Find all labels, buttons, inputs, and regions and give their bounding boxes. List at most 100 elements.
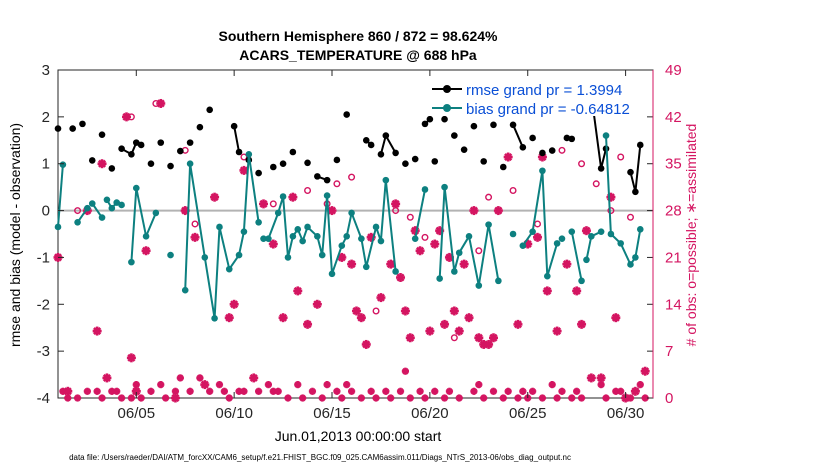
obs-possible-marker [191, 220, 199, 228]
obs-assimilated-marker [425, 326, 435, 336]
obs-assimilated-marker [484, 339, 494, 349]
obs-assimilated-marker [469, 206, 479, 216]
obs-assimilated-marker [562, 259, 572, 269]
rmse-point [636, 141, 644, 149]
obs-marker-stroke [299, 394, 307, 402]
obs-marker-stroke [582, 226, 591, 235]
obs-marker-stroke [627, 394, 634, 402]
rmse-point [377, 151, 385, 158]
obs-assimilated-marker [430, 239, 440, 249]
obs-assimilated-marker [548, 381, 556, 389]
bias-point [485, 221, 492, 228]
y-axis-label: rmse and bias (model - observation) [7, 123, 23, 347]
x-axis-label: Jun.01,2013 00:00:00 start [275, 428, 442, 444]
obs-marker-stroke [416, 387, 424, 395]
bias-point [451, 268, 458, 275]
bias-point [338, 242, 346, 250]
obs-assimilated-marker [553, 394, 561, 402]
bias-point [328, 270, 336, 278]
obs-assimilated-marker [416, 387, 424, 395]
obs-marker-stroke [553, 326, 562, 336]
rmse-point [128, 151, 135, 158]
bias-point [128, 258, 135, 266]
bias-point [544, 272, 551, 280]
rmse-point [304, 159, 311, 167]
y-tick-label: 3 [42, 62, 50, 79]
bias-line-segment [414, 189, 426, 239]
obs-assimilated-marker [337, 252, 347, 262]
obs-assimilated-marker [401, 367, 410, 375]
rmse-point [411, 155, 419, 163]
obs-marker-stroke [396, 273, 405, 282]
obs-assimilated-marker [568, 394, 576, 402]
bias-line-segment [263, 179, 397, 275]
obs-assimilated-marker [396, 387, 405, 395]
obs-assimilated-marker [206, 387, 214, 395]
obs-assimilated-marker [513, 319, 523, 329]
obs-assimilated-marker [293, 286, 303, 296]
obs-marker-stroke [430, 239, 439, 249]
obs-marker-stroke [216, 381, 223, 388]
chart-title: Southern Hemisphere 860 / 872 = 98.624% [219, 28, 499, 44]
obs-marker-stroke [641, 367, 650, 376]
bias-point [152, 209, 160, 217]
obs-marker-stroke [499, 394, 507, 402]
x-tick-label: 06/30 [607, 405, 645, 422]
obs-marker-stroke [578, 394, 585, 402]
bias-point [553, 240, 561, 247]
obs-marker-stroke [401, 306, 410, 316]
obs-assimilated-marker [488, 333, 498, 343]
rmse-point [460, 146, 468, 153]
obs-marker-stroke [573, 387, 581, 395]
obs-assimilated-marker [118, 394, 126, 402]
obs-marker-stroke [127, 353, 136, 362]
obs-marker-stroke [240, 387, 248, 395]
y-tick-label: 1 [42, 156, 50, 173]
y-tick-label: -2 [37, 296, 50, 313]
bias-point [211, 315, 218, 322]
y-tick-label: 0 [42, 203, 50, 220]
bias-point [617, 240, 625, 247]
obs-marker-stroke [220, 387, 228, 395]
obs-assimilated-marker [147, 387, 155, 395]
bias-point [636, 226, 644, 233]
rmse-point [157, 139, 165, 146]
bias-point [240, 228, 248, 235]
obs-marker-stroke [514, 394, 522, 402]
obs-marker-stroke [294, 381, 302, 388]
obs-marker-stroke [225, 313, 234, 322]
x-tick-label: 06/10 [215, 405, 253, 422]
obs-assimilated-marker [489, 387, 498, 395]
obs-marker-stroke [64, 394, 72, 402]
rmse-point [230, 122, 238, 130]
obs-assimilated-marker [98, 394, 106, 402]
obs-assimilated-marker [356, 313, 366, 323]
obs-assimilated-marker [357, 394, 365, 402]
bias-point [279, 193, 287, 200]
obs-assimilated-marker [503, 152, 513, 162]
obs-possible-marker [578, 160, 586, 168]
obs-assimilated-marker [288, 192, 298, 202]
obs-marker-stroke [93, 326, 102, 336]
rmse-point [177, 147, 184, 155]
obs-marker-stroke [284, 394, 292, 402]
obs-marker-stroke [190, 233, 200, 242]
bias-point [274, 209, 282, 217]
obs-assimilated-marker [586, 373, 596, 383]
obs-marker-stroke [362, 340, 371, 349]
obs-assimilated-marker [376, 293, 386, 303]
obs-assimilated-marker [264, 381, 273, 389]
obs-assimilated-marker [299, 394, 307, 402]
bias-point [509, 230, 517, 238]
obs-assimilated-marker [597, 381, 605, 389]
obs-marker-stroke [358, 394, 365, 402]
obs-marker-stroke [641, 394, 649, 402]
obs-marker-stroke [568, 394, 576, 402]
obs-marker-stroke [122, 112, 131, 121]
obs-marker-stroke [513, 320, 523, 329]
obs-assimilated-marker [382, 387, 390, 395]
obs-marker-stroke [225, 394, 233, 402]
rmse-point [563, 134, 571, 142]
legend-marker-bias [443, 104, 451, 112]
bias-point [54, 223, 62, 231]
